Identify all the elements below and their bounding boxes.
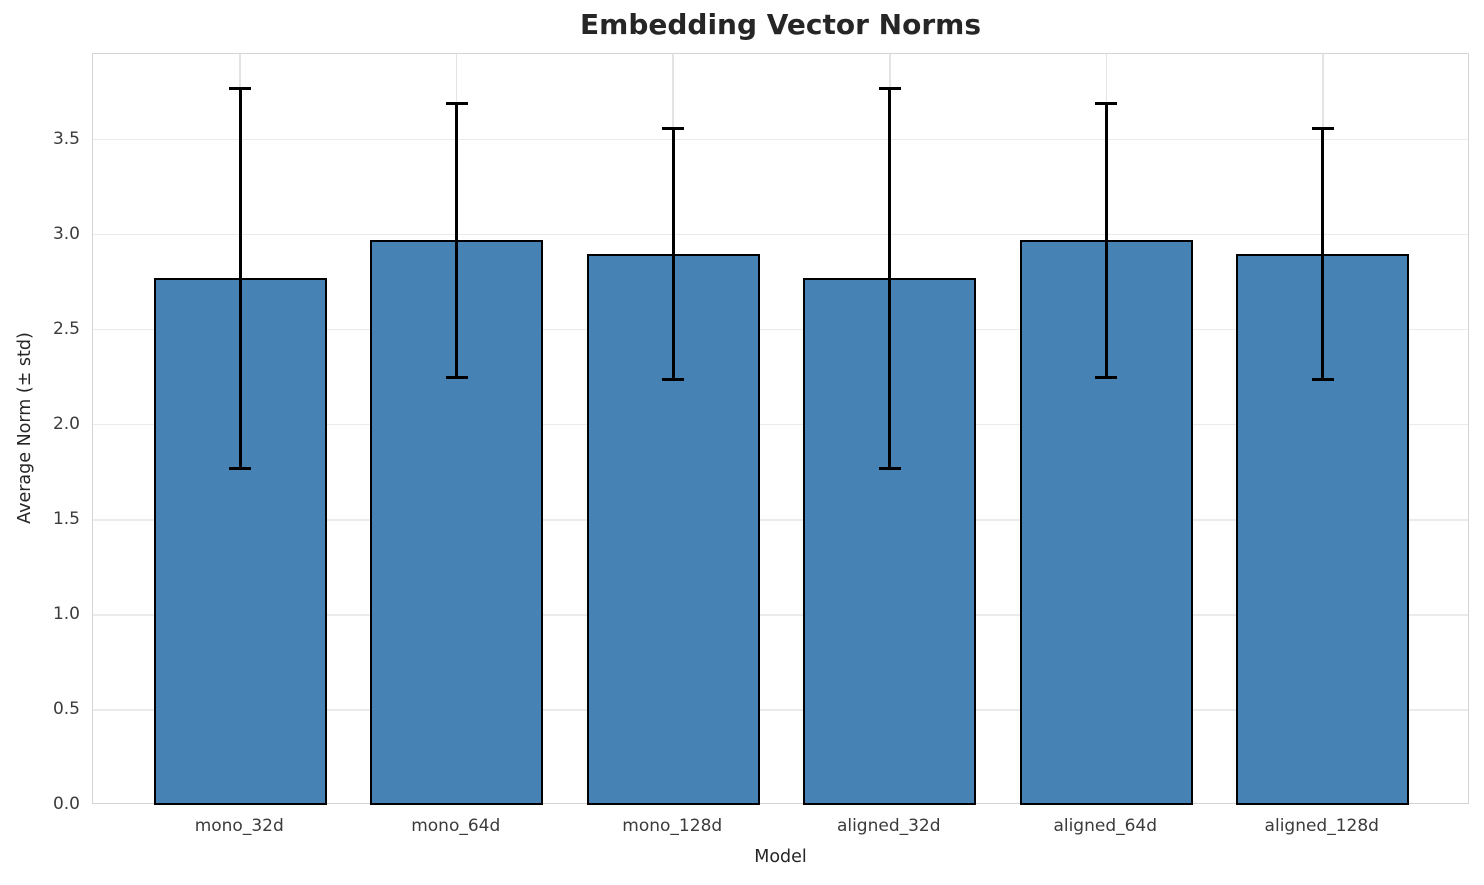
error-bar-mono_128d <box>671 128 675 380</box>
plot-area <box>92 53 1469 805</box>
error-cap-top-aligned_128d <box>1311 126 1334 130</box>
x-tick-label-mono_32d: mono_32d <box>194 816 284 836</box>
error-cap-top-aligned_64d <box>1095 101 1118 105</box>
x-axis-label: Model <box>754 847 807 867</box>
h-gridline <box>93 709 1468 711</box>
y-tick-label: 2.5 <box>52 318 80 339</box>
error-cap-top-mono_128d <box>662 126 685 130</box>
y-axis-label: Average Norm (± std) <box>15 332 35 524</box>
error-cap-bottom-aligned_32d <box>878 466 901 470</box>
error-bar-aligned_64d <box>1104 103 1108 378</box>
h-gridline <box>93 519 1468 521</box>
error-cap-bottom-mono_32d <box>229 466 252 470</box>
y-tick-label: 1.5 <box>52 508 80 529</box>
error-cap-bottom-mono_64d <box>445 375 468 379</box>
h-gridline <box>93 614 1468 616</box>
y-tick-label: 2.0 <box>52 413 80 434</box>
h-gridline <box>93 233 1468 236</box>
error-bar-aligned_32d <box>888 88 892 469</box>
error-cap-top-aligned_32d <box>878 86 901 90</box>
x-tick-label-aligned_128d: aligned_128d <box>1264 816 1379 836</box>
error-bar-mono_64d <box>455 103 459 378</box>
y-tick-label: 0.0 <box>52 794 80 814</box>
h-gridline <box>93 138 1468 141</box>
x-tick-label-aligned_32d: aligned_32d <box>836 816 941 836</box>
h-gridline <box>93 423 1468 426</box>
h-gridline <box>93 328 1468 331</box>
error-cap-bottom-mono_128d <box>662 377 685 381</box>
error-cap-top-mono_32d <box>229 86 252 90</box>
y-tick-label: 3.5 <box>52 128 80 149</box>
y-tick-label: 3.0 <box>52 223 80 244</box>
x-tick-label-mono_128d: mono_128d <box>622 816 723 836</box>
bar-aligned_64d <box>1019 240 1193 805</box>
error-cap-bottom-aligned_64d <box>1095 375 1118 379</box>
error-cap-bottom-aligned_128d <box>1311 377 1334 381</box>
y-tick-label: 1.0 <box>52 603 80 624</box>
error-cap-top-mono_64d <box>445 101 468 105</box>
chart-title: Embedding Vector Norms <box>580 8 981 41</box>
error-bar-mono_32d <box>238 88 242 469</box>
error-bar-aligned_128d <box>1321 128 1325 380</box>
x-tick-label-mono_64d: mono_64d <box>411 816 501 836</box>
y-tick-label: 0.5 <box>52 698 80 719</box>
x-tick-label-aligned_64d: aligned_64d <box>1053 816 1158 836</box>
